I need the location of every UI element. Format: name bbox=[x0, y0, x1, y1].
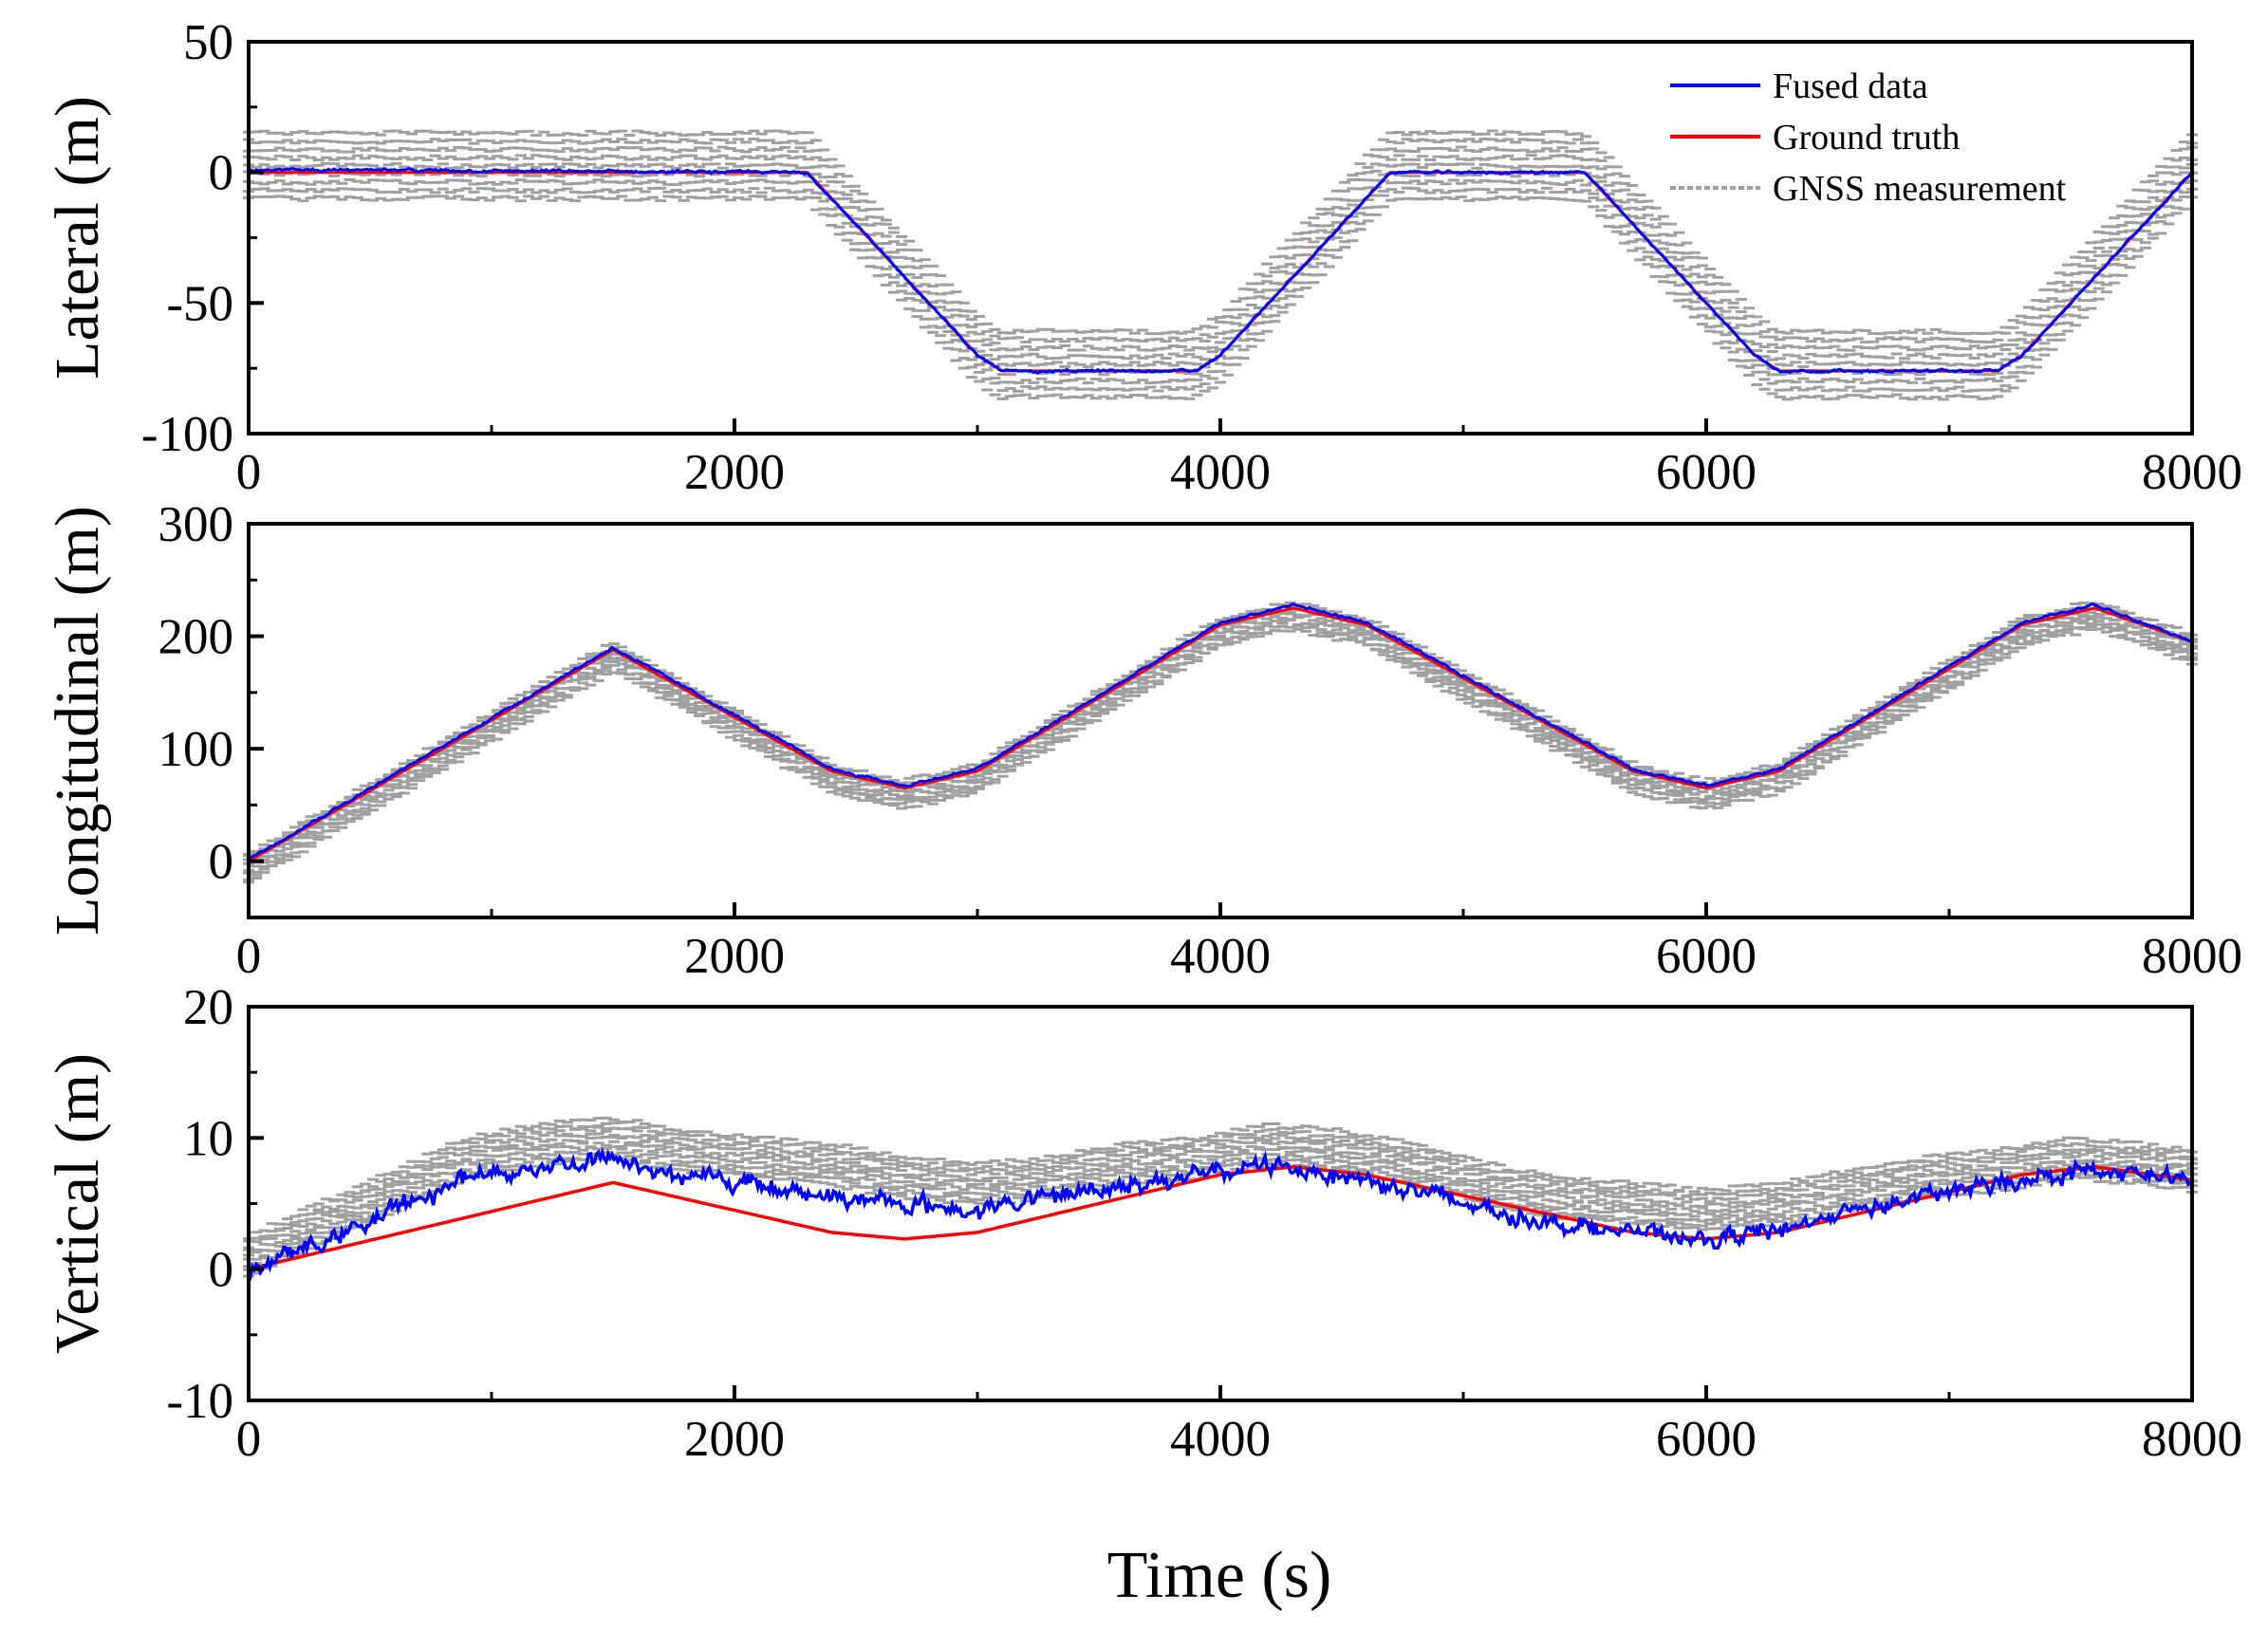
panel-lateral: 0 2000 4000 6000 8000 -100 -50 0 50 Lateral (m) bbox=[43, 15, 2242, 500]
x-tick-label: 4000 bbox=[1170, 929, 1271, 984]
x-tick-label: 2000 bbox=[684, 445, 785, 500]
gnss-measurement-points bbox=[243, 601, 2198, 884]
fused-data-line-lateral bbox=[248, 167, 2193, 375]
x-tick-label: 0 bbox=[236, 445, 262, 500]
panel-longitudinal: 0 2000 4000 6000 8000 0 100 200 300 Longitudinal… bbox=[43, 497, 2242, 984]
x-tick-label: 2000 bbox=[684, 929, 785, 984]
fused-data-line-longitudinal bbox=[248, 602, 2193, 861]
y-tick-label: -50 bbox=[166, 276, 233, 331]
y-tick-label: 300 bbox=[158, 497, 234, 552]
x-tick-label: 8000 bbox=[2142, 929, 2242, 984]
ylabel-longitudinal: Longitudinal (m) bbox=[43, 506, 112, 936]
y-tick-label: 50 bbox=[183, 15, 233, 70]
ylabel-lateral: Lateral (m) bbox=[43, 96, 112, 380]
y-tick-label: 0 bbox=[209, 835, 234, 890]
ticks-longitudinal: 0 2000 4000 6000 8000 0 100 200 300 bbox=[158, 497, 2243, 984]
y-tick-label: 200 bbox=[158, 610, 234, 665]
x-tick-label: 0 bbox=[236, 929, 262, 984]
x-tick-label: 8000 bbox=[2142, 445, 2242, 500]
x-tick-label: 6000 bbox=[1656, 445, 1757, 500]
gnss-measurement-points bbox=[243, 1116, 2198, 1278]
ground-truth-line-longitudinal bbox=[248, 606, 2193, 862]
x-tick-label: 6000 bbox=[1656, 929, 1757, 984]
y-tick-label: 100 bbox=[158, 722, 234, 777]
y-tick-label: 0 bbox=[209, 146, 234, 201]
ticks-lateral: 0 2000 4000 6000 8000 -100 -50 0 50 bbox=[141, 15, 2242, 500]
x-tick-label: 4000 bbox=[1170, 445, 1271, 500]
y-tick-label: -100 bbox=[141, 407, 233, 462]
